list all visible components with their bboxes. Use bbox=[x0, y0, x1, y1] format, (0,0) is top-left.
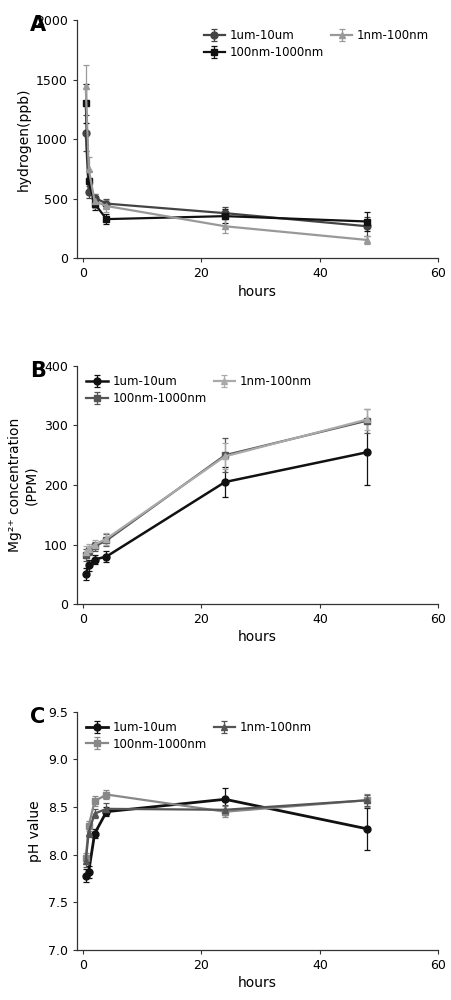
Text: B: B bbox=[30, 361, 46, 381]
Y-axis label: Mg²⁺ concentration
(PPM): Mg²⁺ concentration (PPM) bbox=[8, 418, 38, 552]
Legend: 1um-10um, 100nm-1000nm, 1nm-100nm: 1um-10um, 100nm-1000nm, 1nm-100nm bbox=[83, 372, 314, 408]
Y-axis label: hydrogen(ppb): hydrogen(ppb) bbox=[16, 87, 30, 191]
X-axis label: hours: hours bbox=[238, 285, 276, 299]
X-axis label: hours: hours bbox=[238, 976, 276, 990]
Y-axis label: pH value: pH value bbox=[28, 800, 42, 862]
Text: C: C bbox=[30, 707, 45, 727]
Legend: 1um-10um, 100nm-1000nm, 1nm-100nm: 1um-10um, 100nm-1000nm, 1nm-100nm bbox=[200, 26, 432, 63]
Text: A: A bbox=[30, 15, 46, 35]
Legend: 1um-10um, 100nm-1000nm, 1nm-100nm: 1um-10um, 100nm-1000nm, 1nm-100nm bbox=[83, 717, 314, 754]
X-axis label: hours: hours bbox=[238, 630, 276, 644]
